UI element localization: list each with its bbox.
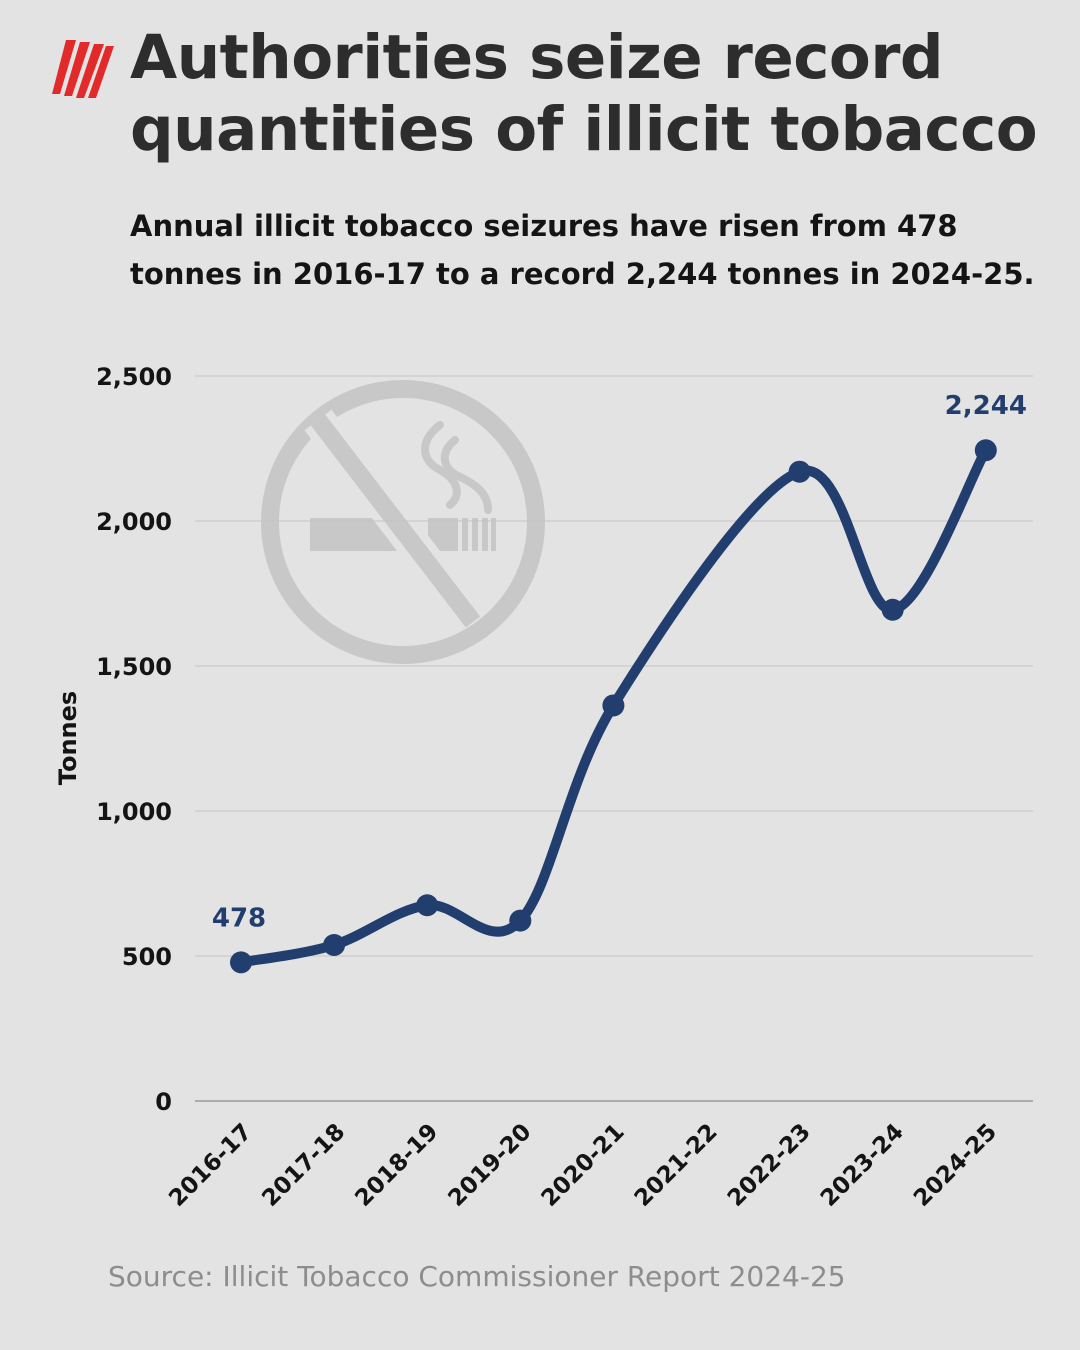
data-point — [416, 894, 439, 917]
title-line-2: quantities of illicit tobacco — [130, 94, 1038, 165]
y-tick-label: 1,000 — [96, 798, 172, 826]
x-tick-label: 2018-19 — [350, 1119, 443, 1212]
source-note: Source: Illicit Tobacco Commissioner Rep… — [108, 1260, 846, 1293]
page-subtitle: Annual illicit tobacco seizures have ris… — [130, 202, 1050, 298]
y-tick-label: 0 — [155, 1088, 172, 1116]
data-point — [323, 933, 346, 956]
x-tick-label: 2019-20 — [444, 1119, 537, 1212]
x-tick-label: 2022-23 — [723, 1119, 816, 1212]
data-point — [230, 951, 252, 974]
y-tick-label: 1,500 — [96, 653, 172, 681]
y-tick-label: 2,000 — [96, 508, 172, 536]
data-label: 2,244 — [945, 391, 1027, 421]
x-tick-label: 2016-17 — [164, 1119, 257, 1212]
x-tick-label: 2020-21 — [537, 1119, 630, 1212]
x-tick-label: 2024-25 — [909, 1119, 1002, 1212]
x-tick-label: 2023-24 — [816, 1119, 909, 1212]
subtitle-line-1: Annual illicit tobacco seizures have ris… — [130, 209, 958, 243]
no-smoking-icon — [261, 380, 545, 664]
data-point — [509, 909, 532, 932]
page-title: Authorities seize record quantities of i… — [130, 22, 1060, 166]
data-point — [974, 439, 997, 462]
title-line-1: Authorities seize record — [130, 22, 944, 93]
y-tick-label: 500 — [122, 943, 172, 971]
data-point — [881, 598, 904, 621]
y-tick-label: 2,500 — [96, 363, 172, 391]
subtitle-line-2: tonnes in 2016-17 to a record 2,244 tonn… — [130, 257, 1035, 291]
data-point — [788, 460, 811, 483]
x-tick-label: 2017-18 — [257, 1119, 350, 1212]
y-axis-label: Tonnes — [54, 691, 82, 785]
data-point — [602, 694, 625, 717]
data-label: 478 — [212, 903, 266, 933]
x-tick-label: 2021-22 — [630, 1119, 723, 1212]
sbs-logo-icon — [52, 40, 114, 98]
